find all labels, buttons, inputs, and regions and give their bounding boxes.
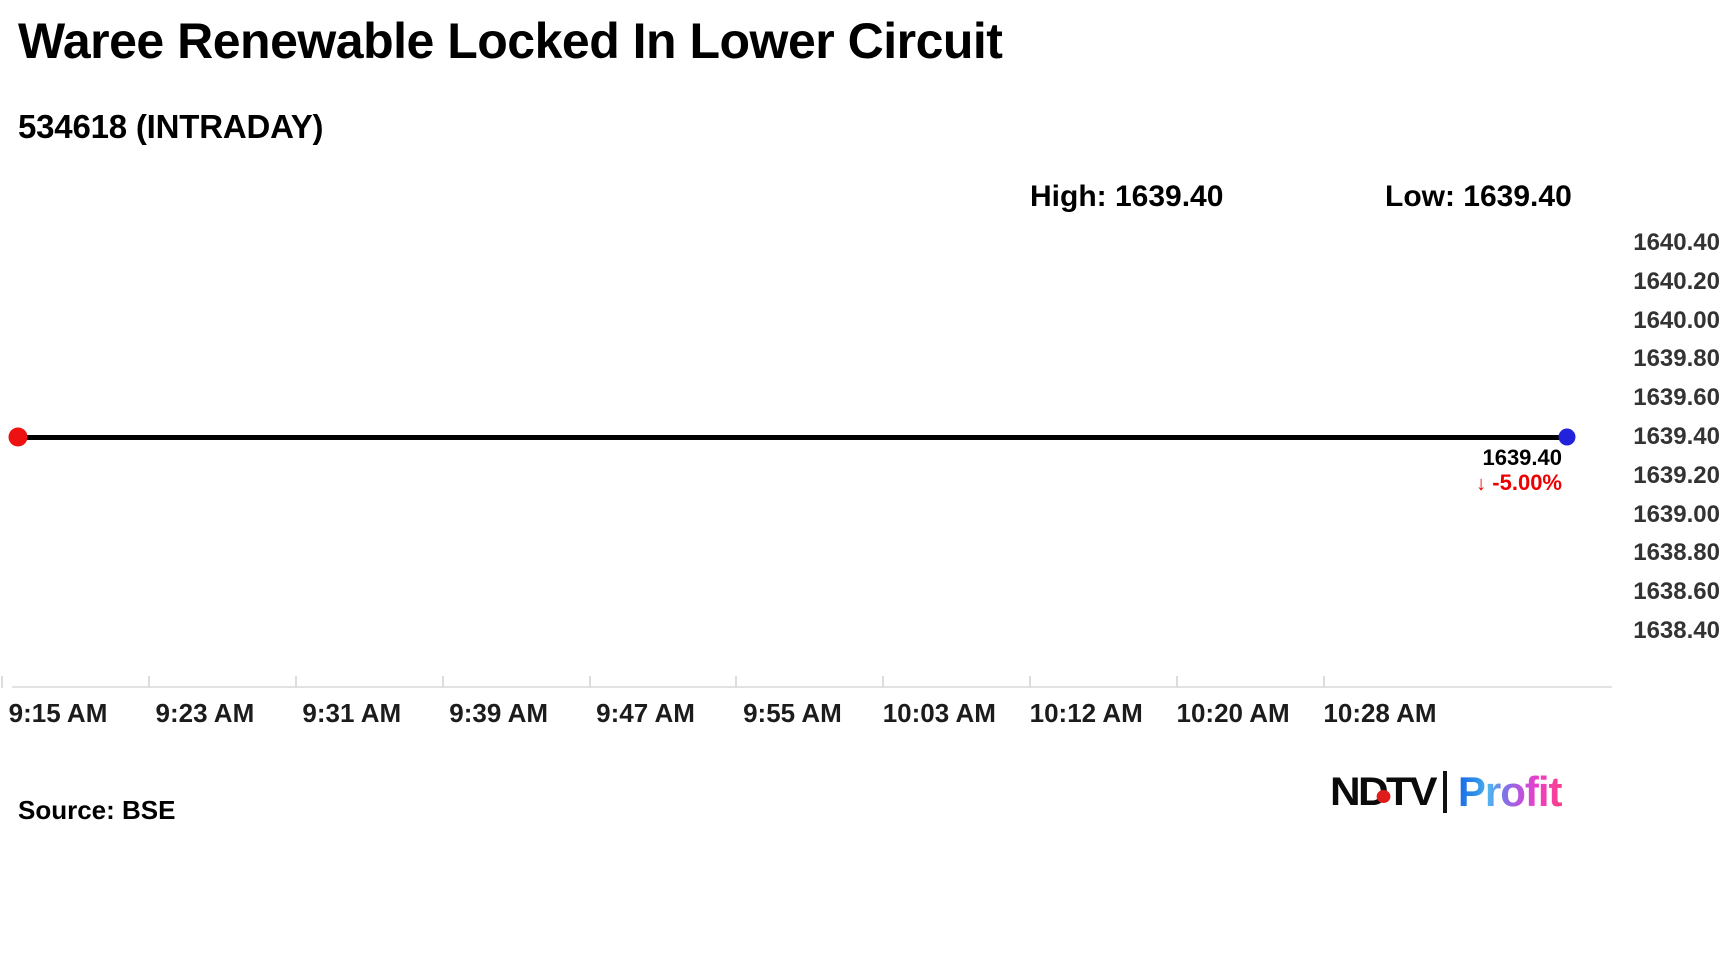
- y-axis-tick-label: 1639.60: [1633, 384, 1720, 412]
- profit-wordmark: Profit: [1457, 768, 1563, 815]
- x-axis-tick-mark: [1176, 676, 1179, 688]
- x-axis-tick-mark: [1323, 676, 1325, 688]
- x-axis-tick-mark: [882, 676, 885, 688]
- low-stat: Low: 1639.40: [1385, 180, 1572, 213]
- y-axis-tick-label: 1638.60: [1633, 578, 1720, 606]
- y-axis-tick-label: 1639.80: [1633, 345, 1720, 373]
- x-axis-labels: 9:15 AM 9:23 AM 9:31 AM 9:39 AM 9:47 AM 9:55 …: [0, 698, 1728, 738]
- logo-divider: [1442, 771, 1447, 813]
- price-line: [18, 434, 1567, 440]
- series-end-marker: [1558, 428, 1576, 446]
- y-axis-tick-label: 1639.20: [1633, 461, 1720, 489]
- y-axis: 1640.40 1640.20 1640.00 1639.80 1639.60 1639.…: [1540, 225, 1720, 695]
- y-axis-tick-label: 1640.20: [1633, 267, 1720, 295]
- x-axis-tick-label: 9:23 AM: [155, 698, 255, 728]
- y-axis-tick-label: 1640.40: [1633, 229, 1720, 256]
- page-subtitle: 534618 (INTRADAY): [18, 108, 324, 145]
- x-axis-tick-label: 10:03 AM: [882, 698, 996, 728]
- x-axis-tick-mark: [735, 676, 738, 688]
- series-start-marker: [8, 427, 28, 447]
- source-note: Source: BSE: [18, 795, 176, 825]
- y-axis-tick-label: 1639.00: [1633, 500, 1720, 528]
- high-stat: High: 1639.40: [1030, 180, 1224, 213]
- x-axis-tick-mark: [441, 676, 444, 688]
- stats-row: High: 1639.40 Low: 1639.40: [1030, 180, 1650, 220]
- x-axis-tick-mark: [588, 676, 591, 688]
- x-axis-ticks: [0, 676, 1728, 688]
- x-axis-line: [12, 686, 1612, 688]
- x-axis-tick-label: 9:47 AM: [596, 698, 695, 728]
- chart-plot-area: 1640.40 1640.20 1640.00 1639.80 1639.60 1639.…: [0, 225, 1728, 695]
- last-price-callout: 1639.40 ↓ -5.00%: [1222, 446, 1562, 495]
- ndtv-wordmark: NDTV: [1330, 770, 1437, 815]
- down-arrow-icon: ↓: [1476, 473, 1487, 496]
- last-price-value: 1639.40: [1482, 445, 1562, 470]
- x-axis-tick-mark: [1029, 676, 1032, 688]
- y-axis-tick-label: 1638.80: [1633, 539, 1720, 567]
- y-axis-tick-label: 1638.40: [1633, 617, 1720, 644]
- x-axis-tick-label: 10:20 AM: [1176, 698, 1290, 728]
- page-title: Waree Renewable Locked In Lower Circuit: [18, 13, 1003, 69]
- x-axis-tick-mark: [294, 676, 297, 688]
- x-axis-tick-label: 9:15 AM: [8, 698, 108, 728]
- x-axis-tick-label: 9:31 AM: [302, 698, 402, 728]
- x-axis-tick-label: 9:39 AM: [449, 698, 549, 728]
- change-percent-value: -5.00%: [1492, 470, 1562, 496]
- x-axis-tick-label: 10:28 AM: [1323, 698, 1437, 728]
- y-axis-tick-label: 1639.40: [1633, 423, 1720, 450]
- ndtv-profit-logo: NDTV Profit: [1330, 768, 1563, 816]
- x-axis-tick-label: 9:55 AM: [743, 698, 842, 728]
- x-axis-tick-mark: [1, 676, 3, 688]
- x-axis-tick-mark: [147, 676, 150, 688]
- x-axis-tick-label: 10:12 AM: [1029, 698, 1143, 728]
- ndtv-red-dot-icon: [1376, 789, 1391, 803]
- y-axis-tick-label: 1640.00: [1633, 306, 1720, 334]
- change-percent: ↓ -5.00%: [1222, 471, 1562, 495]
